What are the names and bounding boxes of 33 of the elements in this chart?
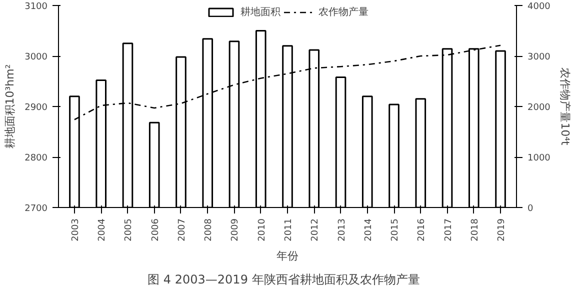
y-tick-label: 2700 bbox=[24, 204, 48, 214]
x-tick-label: 2019 bbox=[497, 218, 508, 242]
y2-tick-label: 3000 bbox=[528, 52, 551, 62]
caption: 图 4 2003—2019 年陕西省耕地面积及农作物产量 bbox=[148, 272, 420, 286]
x-tick-label: 2010 bbox=[257, 218, 268, 242]
y-tick-label: 2800 bbox=[24, 154, 48, 164]
x-tick-label: 2004 bbox=[98, 218, 108, 242]
x-tick-label: 2011 bbox=[284, 218, 294, 242]
y-tick-label: 2900 bbox=[24, 103, 48, 113]
x-tick-label: 2005 bbox=[124, 218, 134, 242]
y2-tick-label: 2000 bbox=[528, 103, 551, 113]
y2-tick-label: 1000 bbox=[528, 154, 551, 164]
x-axis-title: 年份 bbox=[276, 249, 298, 262]
x-tick-label: 2008 bbox=[204, 218, 214, 242]
x-tick-label: 2016 bbox=[417, 218, 428, 242]
legend-label: 耕地面积 bbox=[240, 6, 280, 19]
x-tick-label: 2017 bbox=[444, 218, 454, 242]
legend-label: 农作物产量 bbox=[318, 6, 368, 19]
y-axis-title: 耕地面积10³hm² bbox=[4, 64, 17, 149]
y-tick-label: 3000 bbox=[24, 52, 48, 62]
x-tick-label: 2013 bbox=[337, 218, 348, 242]
y2-tick-label: 0 bbox=[528, 204, 534, 214]
x-tick-label: 2012 bbox=[310, 218, 321, 242]
x-tick-label: 2015 bbox=[390, 218, 401, 242]
y2-axis-title: 农作物产量10⁴t bbox=[558, 68, 572, 146]
y-tick-label: 3100 bbox=[24, 2, 48, 12]
x-tick-label: 2007 bbox=[177, 218, 188, 242]
y2-tick-label: 4000 bbox=[528, 2, 551, 12]
x-tick-label: 2014 bbox=[364, 218, 374, 242]
x-tick-label: 2006 bbox=[150, 218, 161, 242]
x-tick-label: 2009 bbox=[230, 218, 241, 242]
x-tick-label: 2018 bbox=[470, 218, 480, 242]
x-tick-label: 2003 bbox=[70, 218, 81, 242]
